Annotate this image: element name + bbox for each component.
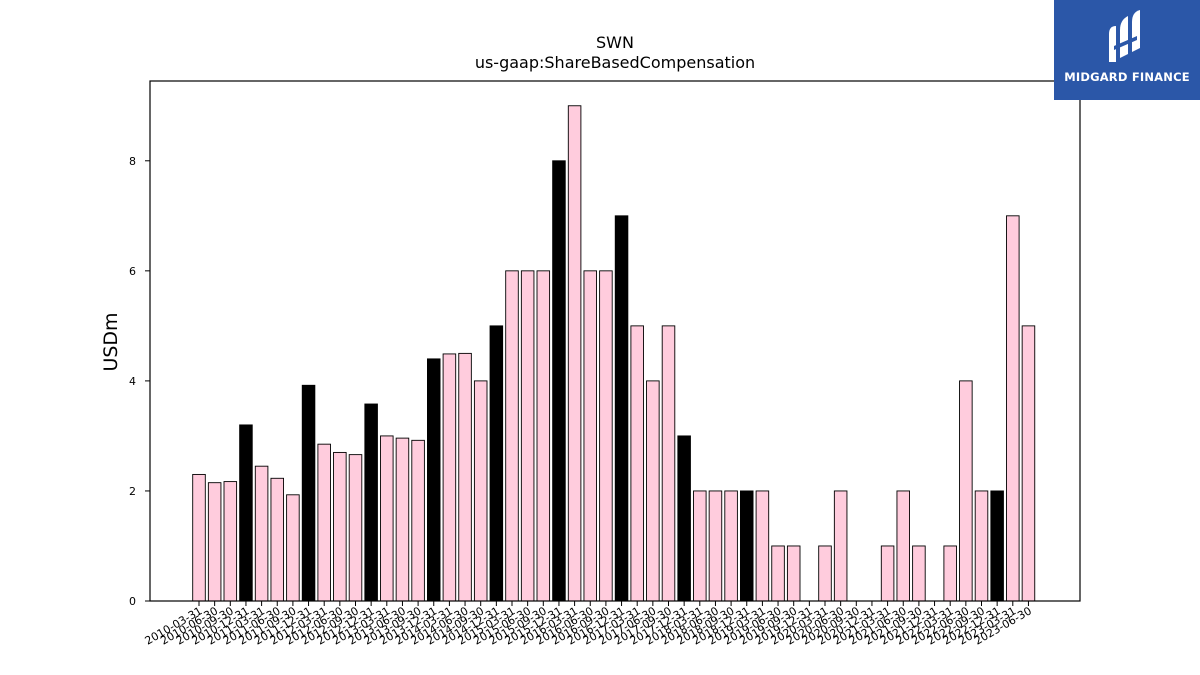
bar-2018-06-30 [708,490,723,602]
bar-2021-03-31 [880,545,895,602]
bar-2013-06-30 [395,437,410,602]
bar-2014-06-30 [458,352,472,602]
bar-2021-09-30 [912,545,926,602]
bar-2012-06-30 [333,451,347,602]
bar-2013-03-31 [380,435,394,602]
bar-2016-09-30 [599,270,613,602]
bar-2013-12-31 [427,358,441,602]
bar-2011-09-30 [286,494,300,602]
bar-2020-06-30 [833,490,848,602]
bar-2017-06-30 [646,380,660,602]
bar-2010-06-30 [207,482,222,602]
bar-2010-12-31 [239,424,253,602]
bar-2018-09-30 [724,490,738,602]
bar-2010-09-30 [223,481,238,602]
bar-2017-03-31 [630,325,644,602]
chart-subtitle: us-gaap:ShareBasedCompensation [475,53,755,72]
bar-2015-06-30 [520,270,535,602]
bar-2022-12-31 [990,490,1004,602]
bars-group [192,105,1036,602]
y-tick-label: 4 [129,375,136,388]
bar-2021-06-30 [896,490,911,602]
y-tick-label: 2 [129,485,136,498]
bar-2019-03-31 [755,490,770,602]
bar-2010-03-31 [192,473,206,602]
x-ticks-group: 2010-03-312010-06-302010-09-302010-12-31… [143,601,1034,648]
midgard-m-logo-icon [1109,10,1140,62]
bar-2011-12-31 [301,384,316,602]
bar-2014-03-31 [442,353,457,602]
bar-2019-06-30 [771,545,785,602]
bar-2023-03-31 [1006,215,1020,602]
bar-2015-12-31 [552,160,566,602]
y-ticks-group: 0 2 4 6 8 [129,155,150,608]
bar-2011-03-31 [254,465,269,602]
bar-2016-03-31 [567,105,582,602]
bar-2016-12-31 [614,215,629,602]
chart-title: SWN [596,33,634,52]
y-tick-label: 6 [129,265,136,278]
bar-2012-03-31 [317,443,331,602]
bar-2016-06-30 [583,270,598,602]
bar-2018-03-31 [693,490,707,602]
bar-2011-06-30 [270,477,285,602]
y-axis-label: USDm [100,312,122,371]
bar-2022-03-31 [943,545,957,602]
y-tick-label: 8 [129,155,136,168]
bar-2022-06-30 [959,380,973,602]
bar-2017-09-30 [661,325,676,602]
bar-2018-12-31 [740,490,754,602]
bar-2023-06-30 [1021,325,1036,602]
bar-2017-12-31 [677,435,691,602]
plot-frame [149,80,1081,602]
bar-2014-12-31 [489,325,504,602]
bar-2012-12-31 [364,403,378,602]
bar-2015-03-31 [505,270,519,602]
y-tick-label: 0 [129,595,136,608]
bar-2012-09-30 [348,454,363,602]
brand-name: MIDGARD FINANCE [1064,70,1190,84]
bar-2015-09-30 [536,270,551,602]
bar-2013-09-30 [411,439,425,602]
brand-logo: MIDGARD FINANCE [1054,0,1200,100]
bar-2020-03-31 [818,545,832,602]
bar-2019-09-30 [786,545,801,602]
bar-2014-09-30 [473,380,488,602]
bar-2022-09-30 [974,490,989,602]
